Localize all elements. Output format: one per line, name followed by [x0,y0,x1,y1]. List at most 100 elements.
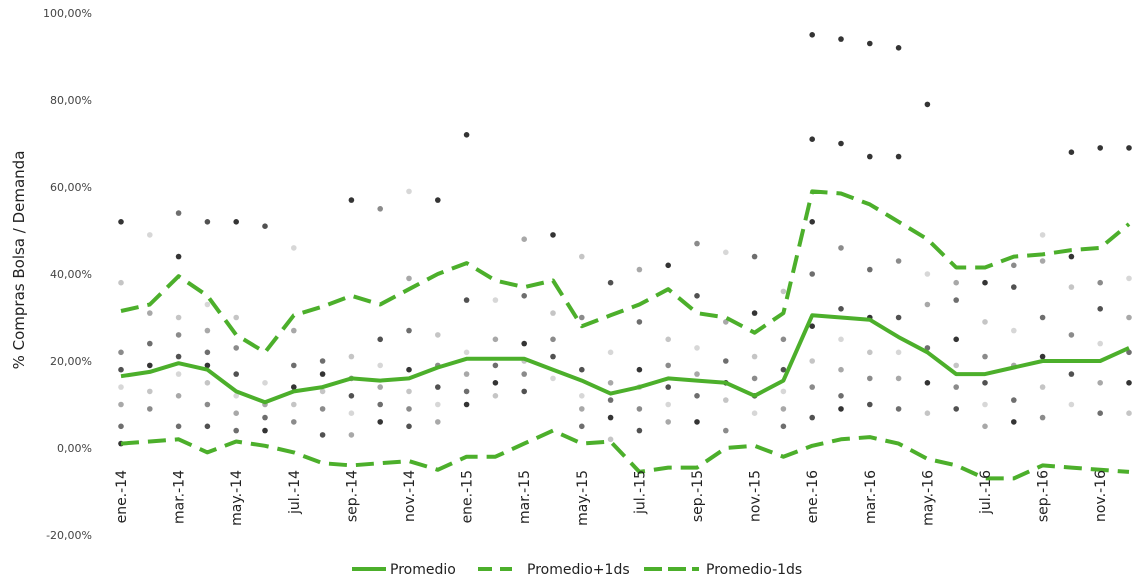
scatter-point [406,423,412,430]
scatter-point [809,136,815,142]
scatter-point [867,153,873,160]
x-tick-label: sep.-14 [344,470,360,522]
scatter-point [895,45,902,51]
scatter-point [579,423,585,430]
x-tick-label: nov.-14 [402,470,418,522]
scatter-point [1039,353,1046,360]
scatter-point [838,36,844,42]
scatter-point [406,327,412,334]
scatter-point [319,358,326,364]
scatter-point [579,406,585,412]
scatter-point [1126,380,1132,386]
x-tick-label: jul.-16 [978,470,994,515]
scatter-point [1126,410,1132,417]
scatter-point [694,419,700,425]
scatter-point [377,336,384,343]
scatter-point [982,423,988,430]
scatter-point [1039,384,1046,390]
x-tick-label: may.-14 [229,470,245,526]
scatter-point [665,384,671,390]
scatter-point [118,279,124,286]
scatter-point [348,432,355,438]
scatter-point [118,384,124,390]
scatter-point [924,271,931,277]
scatter-point [579,253,585,260]
scatter-point [636,427,643,434]
scatter-point [291,419,297,425]
scatter-point [147,388,153,395]
scatter-point [175,393,182,399]
scatter-point [521,340,527,347]
scatter-point [377,362,384,369]
scatter-point [1068,401,1075,408]
scatter-point [233,219,239,225]
scatter-point [1097,306,1103,312]
y-tick-label: 20,00% [50,355,92,368]
scatter-point [953,297,959,303]
scatter-point [694,345,700,351]
x-tick-label: may.-15 [575,470,591,526]
scatter-point [665,362,671,369]
x-tick-label: sep.-16 [1036,470,1052,522]
scatter-point [1068,371,1075,377]
scatter-point [636,406,643,412]
scatter-point [694,240,700,247]
scatter-point [982,319,988,325]
scatter-point [233,427,239,434]
scatter-point [492,393,499,399]
scatter-point [665,401,671,408]
scatter-point [377,206,384,212]
scatter-point [607,397,614,403]
scatter-point [665,336,671,343]
scatter-point [665,419,671,425]
scatter-point [1097,340,1103,347]
scatter-point [579,314,585,321]
legend-label: Promedio [390,562,456,578]
scatter-point [1068,332,1075,338]
scatter-point [118,219,124,225]
y-tick-label: 60,00% [50,181,92,194]
scatter-point [319,406,326,412]
scatter-point [838,393,844,399]
x-tick-label: mar.-14 [172,470,188,524]
scatter-point [147,310,153,316]
scatter-point [1126,314,1132,321]
scatter-point [348,353,355,360]
scatter-point [377,401,384,408]
scatter-point [348,393,355,399]
x-tick-label: nov.-15 [748,470,764,522]
scatter-point [1011,419,1017,425]
scatter-point [291,245,297,251]
scatter-point [175,314,182,321]
scatter-point [463,297,470,303]
scatter-point [492,297,499,303]
scatter-point [780,388,787,395]
scatter-point [838,306,844,312]
scatter-point [780,336,787,343]
series-line-promedio-plus-1ds [120,189,1131,355]
scatter-point [924,301,931,308]
scatter-point [579,366,585,373]
scatter-point [463,371,470,377]
scatter-point [262,414,268,421]
x-tick-label: nov.-16 [1093,470,1109,522]
scatter-point [291,327,297,334]
scatter-point [607,380,614,386]
scatter-point [895,314,902,321]
scatter-point [1097,410,1103,417]
scatter-point [204,349,211,356]
scatter-point [463,132,470,138]
scatter-point [607,436,614,443]
scatter-point [694,293,700,299]
scatter-point [147,362,153,369]
scatter-point [233,345,239,351]
scatter-point [262,380,268,386]
scatter-point [204,219,211,225]
scatter-point [895,375,902,382]
scatter-point [751,410,758,417]
scatter-point [1126,349,1132,356]
scatter-point [175,210,182,216]
scatter-point [118,349,124,356]
scatter-point [521,236,527,242]
